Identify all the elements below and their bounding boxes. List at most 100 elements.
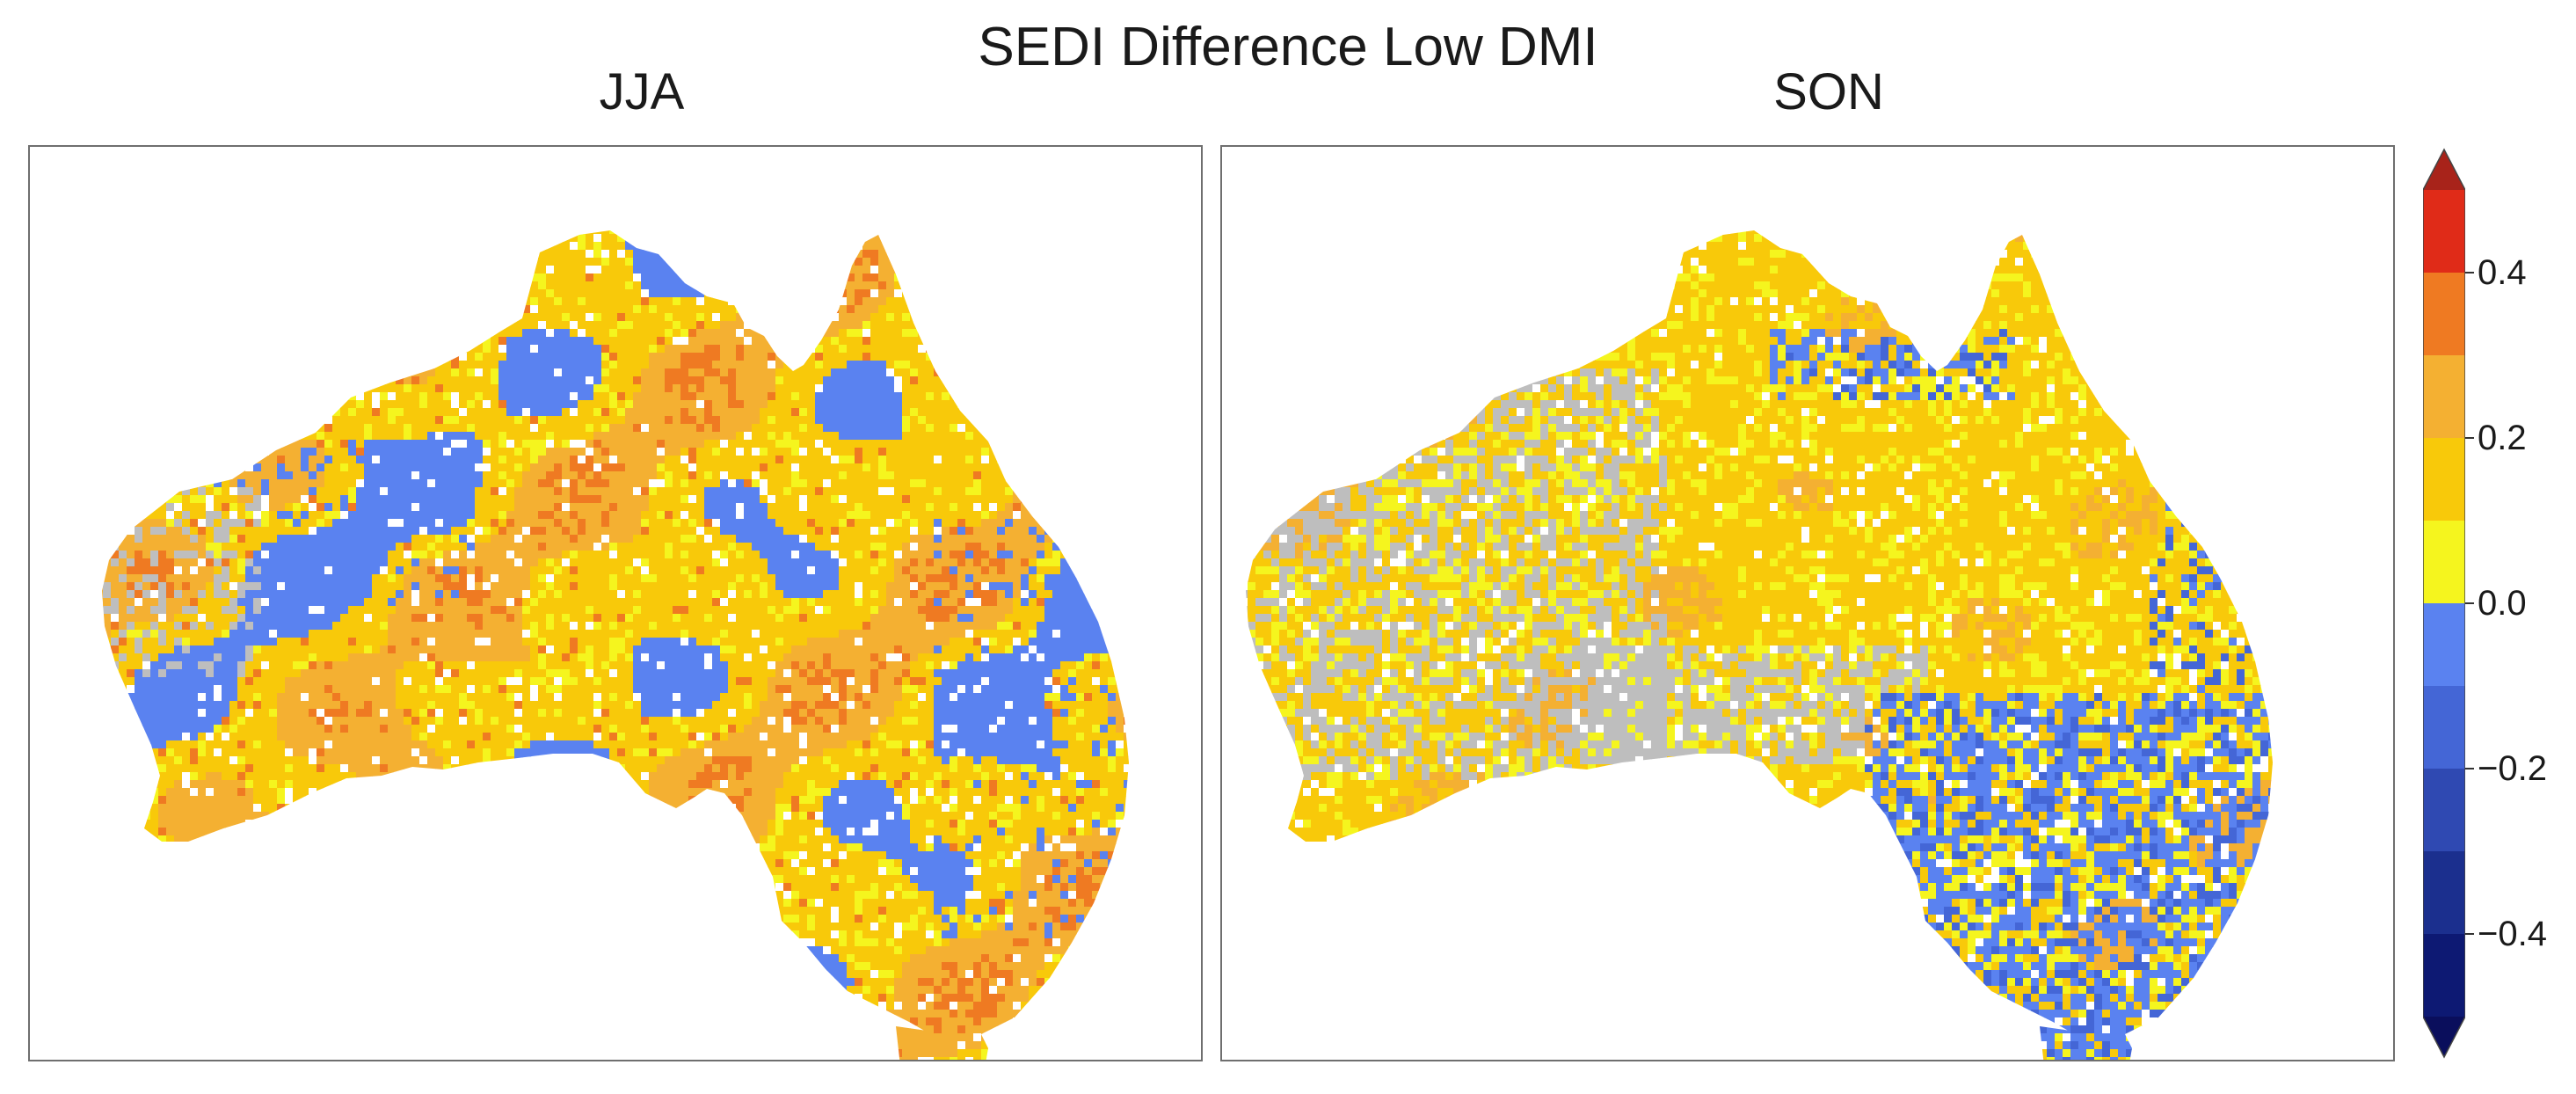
map-cell — [554, 400, 563, 409]
map-cell — [823, 416, 832, 425]
map-cell — [1155, 321, 1164, 330]
map-cell — [926, 416, 935, 425]
map-cell — [174, 368, 183, 377]
map-cell — [601, 471, 610, 480]
map-cell — [704, 424, 713, 433]
map-cell — [1052, 321, 1061, 330]
map-cell — [1092, 329, 1101, 338]
map-cell — [380, 471, 389, 480]
map-cell — [570, 313, 579, 322]
map-cell — [839, 274, 848, 282]
map-cell — [965, 400, 974, 409]
map-cell — [783, 230, 792, 235]
map-cell — [174, 297, 183, 306]
map-cell — [530, 305, 539, 314]
map-cell — [522, 321, 531, 330]
map-cell — [1155, 471, 1164, 480]
map-cell — [886, 250, 895, 259]
map-cell — [712, 495, 721, 504]
map-cell — [237, 274, 246, 282]
map-cell — [783, 408, 792, 417]
map-cell — [1013, 281, 1022, 290]
map-cell — [1044, 250, 1053, 259]
map-cell — [166, 416, 175, 425]
map-cell — [293, 258, 302, 266]
map-cell — [1147, 305, 1156, 314]
map-cell — [696, 471, 705, 480]
map-cell — [1037, 266, 1045, 274]
map-cell — [475, 266, 484, 274]
map-cell — [245, 361, 254, 369]
map-cell — [878, 487, 887, 496]
map-cell — [704, 258, 713, 266]
map-cell — [229, 456, 238, 464]
map-cell — [1005, 242, 1014, 251]
map-cell — [530, 495, 539, 504]
map-cell — [301, 337, 309, 346]
map-cell — [815, 424, 824, 433]
map-cell — [1139, 329, 1148, 338]
map-cell — [570, 297, 579, 306]
map-cell — [593, 234, 602, 243]
map-cell — [411, 456, 420, 464]
map-cell — [1084, 289, 1093, 298]
map-cell — [1171, 361, 1180, 369]
map-cell — [1139, 353, 1148, 361]
map-cell — [680, 495, 689, 504]
map-cell — [174, 250, 183, 259]
map-cell — [910, 408, 919, 417]
map-cell — [253, 329, 262, 338]
map-cell — [625, 376, 634, 385]
map-cell — [562, 297, 571, 306]
map-cell — [190, 479, 199, 488]
map-cell — [1100, 424, 1109, 433]
map-cell — [182, 456, 191, 464]
map-cell — [55, 471, 64, 480]
map-cell — [965, 376, 974, 385]
map-cell — [47, 361, 56, 369]
map-cell — [404, 495, 412, 504]
map-cell — [475, 345, 484, 354]
map-cell — [886, 392, 895, 401]
map-cell — [807, 274, 816, 282]
map-cell — [1013, 440, 1022, 449]
map-cell — [696, 479, 705, 488]
map-cell — [973, 361, 982, 369]
map-cell — [1005, 345, 1014, 354]
map-cell — [55, 376, 64, 385]
map-cell — [696, 432, 705, 441]
map-cell — [989, 376, 998, 385]
map-cell — [1171, 400, 1180, 409]
map-cell — [340, 297, 349, 306]
map-cell — [419, 463, 428, 472]
map-cell — [340, 353, 349, 361]
map-cell — [269, 392, 278, 401]
map-cell — [285, 266, 294, 274]
map-cell — [728, 392, 737, 401]
map-cell — [1052, 234, 1061, 243]
map-cell — [807, 416, 816, 425]
map-cell — [443, 400, 452, 409]
map-cell — [388, 353, 397, 361]
map-cell — [1068, 487, 1077, 496]
map-cell — [665, 384, 673, 393]
map-cell — [783, 471, 792, 480]
map-cell — [807, 321, 816, 330]
map-cell — [910, 305, 919, 314]
map-cell — [522, 376, 531, 385]
map-cell — [443, 266, 452, 274]
map-cell — [237, 345, 246, 354]
map-cell — [807, 463, 816, 472]
map-cell — [522, 368, 531, 377]
map-cell — [641, 353, 650, 361]
map-cell — [411, 440, 420, 449]
map-cell — [467, 456, 476, 464]
map-cell — [135, 274, 143, 282]
map-cell — [1139, 368, 1148, 377]
map-cell — [554, 313, 563, 322]
map-cell — [815, 376, 824, 385]
map-cell — [269, 432, 278, 441]
map-cell — [791, 274, 800, 282]
map-cell — [1139, 479, 1148, 488]
map-cell — [142, 361, 151, 369]
